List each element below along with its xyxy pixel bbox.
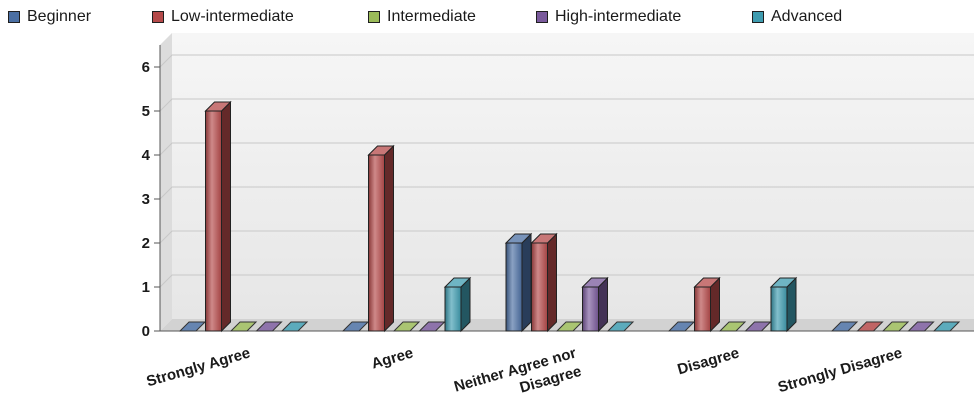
bar-intermediate [229, 321, 258, 332]
bar-flat [255, 321, 283, 332]
bar-high-intermediate [581, 276, 609, 333]
bar-advanced [280, 321, 309, 332]
bar-top [693, 277, 721, 288]
bar-high-intermediate [255, 321, 283, 332]
bar-intermediate [392, 321, 421, 332]
x-category-label: Disagree [675, 345, 741, 379]
legend-label: Advanced [771, 8, 843, 25]
bar-side [521, 232, 532, 333]
y-tick-label: 2 [142, 235, 150, 252]
bar-top [443, 277, 472, 288]
bar-low-intermediate [856, 321, 884, 332]
gridline [159, 142, 974, 156]
legend-item-intermediate: Intermediate [368, 8, 476, 26]
legend-label: Intermediate [387, 8, 476, 25]
bar-front [205, 110, 222, 332]
bar-flat [392, 321, 421, 332]
bar-side [547, 232, 557, 333]
gridline [159, 230, 974, 244]
gridline [159, 186, 974, 200]
bar-top [769, 277, 798, 288]
legend-item-beginner: Beginner [8, 8, 91, 26]
bar-high-intermediate [907, 321, 935, 332]
bar-flat [907, 321, 935, 332]
bar-side [221, 100, 231, 333]
bar-front [505, 242, 523, 332]
x-category-label-line: Agree [370, 345, 416, 373]
bar-flat [881, 321, 910, 332]
bar-low-intermediate [693, 276, 721, 333]
x-category-label: Strongly Disagree [776, 345, 904, 397]
bar-intermediate [718, 321, 747, 332]
x-category-label-line: Strongly Agree [145, 345, 253, 391]
bar-beginner [830, 321, 859, 332]
bar-flat [932, 321, 961, 332]
legend-item-low-intermediate: Low-intermediate [152, 8, 294, 26]
bar-advanced [443, 276, 472, 333]
y-tick-label: 6 [142, 59, 150, 76]
x-category-label: Agree [370, 345, 416, 373]
legend-swatch [368, 11, 380, 23]
bar-intermediate [881, 321, 910, 332]
bar-flat [718, 321, 747, 332]
gridline [159, 274, 974, 288]
y-tick-label: 5 [142, 103, 150, 120]
plot-background [172, 33, 974, 319]
chart-legend: Beginner Low-intermediate Intermediate High… [0, 0, 974, 34]
bar-front [444, 286, 462, 332]
bar-top [204, 101, 232, 112]
x-category-label: Neither Agree norDisagree [452, 344, 583, 413]
bar-top [367, 145, 395, 156]
bar-flat [830, 321, 859, 332]
bar-flat [280, 321, 309, 332]
bar-advanced [932, 321, 961, 332]
bar-front [770, 286, 788, 332]
legend-swatch [8, 11, 20, 23]
legend-item-high-intermediate: High-intermediate [536, 8, 681, 26]
legend-label: Low-intermediate [171, 8, 294, 25]
plot-side-wall [160, 33, 172, 331]
bar-front [531, 242, 548, 332]
x-category-label-line: Disagree [675, 345, 741, 379]
bar-front [368, 154, 385, 332]
bar-top [581, 277, 609, 288]
bar-low-intermediate [367, 144, 395, 333]
bar-front [582, 286, 599, 332]
bar-advanced [606, 321, 635, 332]
legend-swatch [536, 11, 548, 23]
bar-low-intermediate [530, 232, 558, 333]
y-tick-label: 4 [142, 147, 151, 164]
bar-side [384, 144, 394, 333]
bar-flat [606, 321, 635, 332]
bar-low-intermediate [204, 100, 232, 333]
legend-swatch [752, 11, 764, 23]
y-tick-label: 0 [142, 323, 150, 340]
legend-label: Beginner [27, 8, 92, 25]
bar-top [504, 233, 533, 244]
bar-top [530, 233, 558, 244]
bar-beginner [504, 232, 533, 333]
legend-label: High-intermediate [555, 8, 682, 25]
gridline [159, 98, 974, 112]
y-tick-label: 3 [142, 191, 150, 208]
x-category-label-line: Strongly Disagree [776, 345, 904, 397]
x-category-label: Strongly Agree [145, 345, 253, 391]
legend-swatch [152, 11, 164, 23]
y-tick-label: 1 [142, 279, 150, 296]
legend-item-advanced: Advanced [752, 8, 842, 26]
bar-flat [856, 321, 884, 332]
bar-flat [229, 321, 258, 332]
gridline [159, 54, 974, 68]
bar-advanced [769, 276, 798, 333]
bar-front [694, 286, 711, 332]
